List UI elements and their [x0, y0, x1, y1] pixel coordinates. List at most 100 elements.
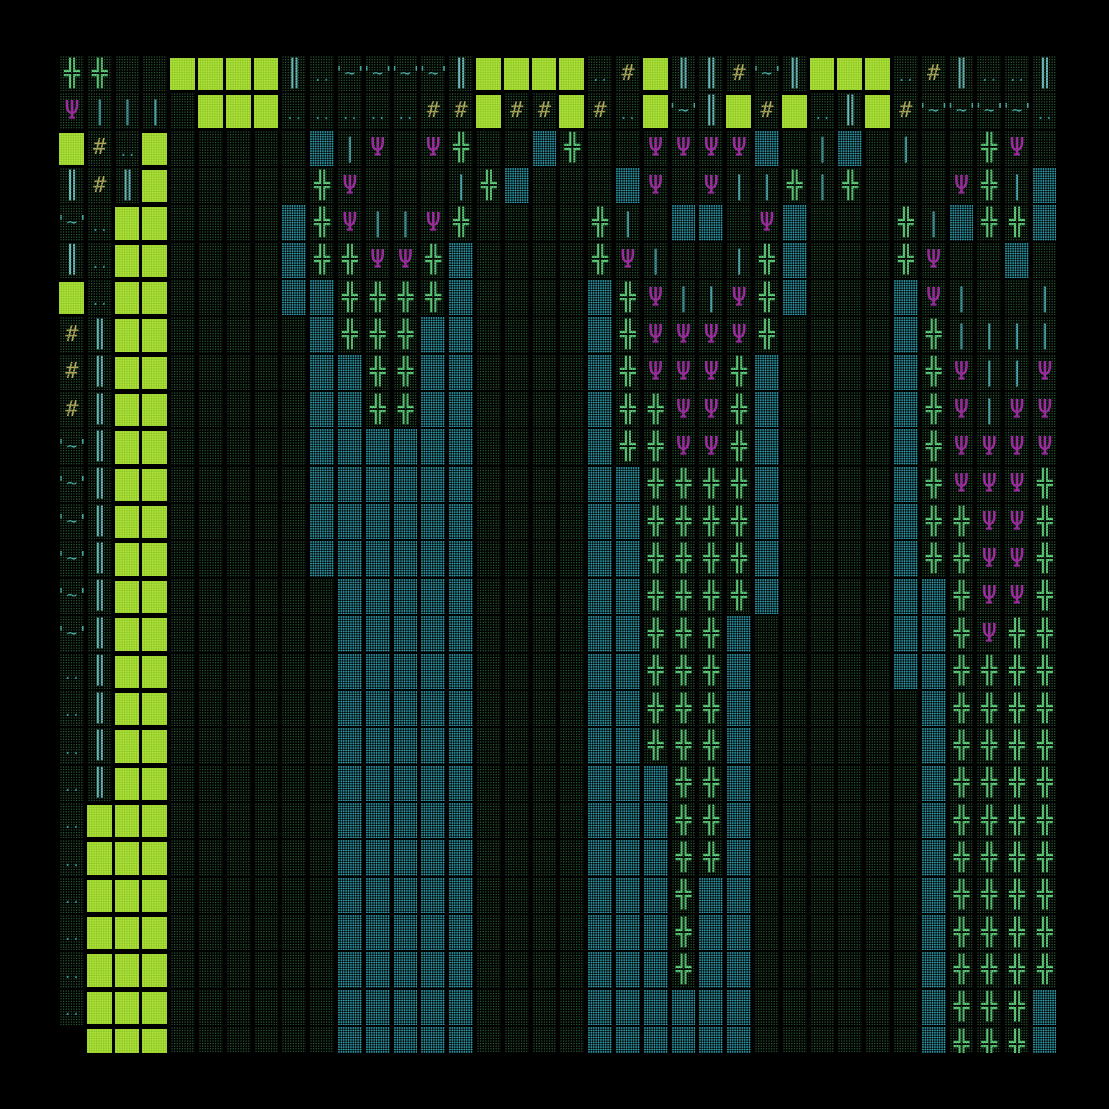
dark-moss-tile [781, 578, 809, 615]
dark-moss-tile [809, 316, 837, 354]
map-row: .. ╬ ╬ ╬ [58, 989, 1056, 1026]
wave-glyph: '~' [917, 92, 950, 130]
dark-moss-tile [503, 130, 531, 167]
tree-glyph: ╬ [981, 917, 998, 948]
dark-moss-tile [169, 615, 197, 652]
plant-glyph: Ψ [703, 133, 720, 164]
pipe-glyph: | [1009, 320, 1025, 351]
lime-grass-tile [141, 653, 169, 690]
tree-glyph: ╬ [948, 839, 976, 876]
tree-glyph: ╬ [948, 765, 976, 802]
plant-glyph: Ψ [981, 506, 998, 537]
teal-water-tile [920, 839, 948, 876]
dark-moss-tile [475, 877, 503, 914]
game-map[interactable]: ╬ ╬ ║.. '~' '~' '~' '~' ║.. # ║ ║ # '~' ║.. # ║.... ║ Ψ | |… [58, 55, 1056, 1053]
bar-glyph: ║ [91, 618, 108, 649]
dark-moss-tile [225, 765, 253, 802]
lime-grass-tile [114, 466, 142, 503]
dark-moss-tile [864, 466, 892, 503]
tree-glyph: ╬ [920, 428, 948, 466]
dark-moss-tile [836, 989, 864, 1026]
tree-glyph: ╬ [647, 656, 664, 687]
teal-water-tile [586, 503, 614, 540]
dots-glyph: .. [364, 92, 392, 130]
tree-glyph: ╬ [786, 170, 803, 201]
teal-water-tile [447, 1026, 475, 1053]
tree-glyph: ╬ [703, 842, 720, 873]
map-row: Ψ | | |.......... # # # # #.. '~' ║ #.. ║ # '~' '~' '~' '… [58, 92, 1056, 130]
dark-moss-tile [253, 167, 281, 204]
dark-moss-tile [809, 653, 837, 690]
tree-glyph: ╬ [1009, 730, 1025, 761]
pipe-glyph: | [814, 170, 831, 201]
tree-glyph: ╬ [336, 279, 364, 316]
dark-moss-tile [475, 727, 503, 764]
dark-moss-tile [280, 167, 308, 204]
lime-grass-tile [141, 540, 169, 577]
plant-glyph: Ψ [758, 208, 775, 239]
pipe-glyph: | [647, 245, 664, 276]
map-row: ║ # ║ ╬ Ψ | ╬ Ψ Ψ | | ╬ | ╬ Ψ ╬ | [58, 167, 1056, 204]
dark-moss-tile [558, 877, 586, 914]
tree-glyph: ╬ [642, 578, 670, 615]
wall-hash-glyph: # [426, 98, 440, 124]
dark-moss-tile [308, 951, 336, 988]
dots-glyph: .. [1036, 106, 1054, 123]
tree-glyph: ╬ [1003, 204, 1031, 242]
bar-glyph: ║ [64, 170, 80, 201]
tree-glyph: ╬ [481, 170, 497, 201]
dark-moss-tile [836, 578, 864, 615]
dark-moss-tile [836, 951, 864, 988]
tree-glyph: ╬ [453, 133, 469, 164]
dark-moss-tile [503, 839, 531, 876]
tree-glyph: ╬ [697, 615, 725, 652]
dark-moss-tile [864, 951, 892, 988]
teal-water-tile [364, 802, 392, 839]
tree-glyph: ╬ [1009, 917, 1025, 948]
tree-glyph: ╬ [725, 540, 753, 578]
dots-glyph: .. [63, 704, 81, 721]
teal-water-tile [336, 839, 364, 876]
tree-glyph: ╬ [1003, 1026, 1031, 1053]
tree-glyph: ╬ [64, 58, 80, 89]
dark-moss-tile [503, 503, 531, 540]
dark-moss-tile [558, 354, 586, 391]
dark-moss-tile [280, 391, 308, 428]
teal-water-tile [447, 503, 475, 540]
tree-glyph: ╬ [758, 245, 775, 276]
wall-hash-glyph: # [503, 92, 531, 130]
tree-glyph: ╬ [975, 167, 1003, 204]
plant-glyph: Ψ [1009, 544, 1025, 575]
dark-moss-tile [809, 354, 837, 391]
tree-glyph: ╬ [642, 391, 670, 428]
pipe-glyph: | [697, 279, 725, 316]
pipe-glyph: | [119, 96, 136, 127]
wall-hash-glyph: # [760, 98, 774, 124]
teal-water-tile [419, 503, 447, 540]
dark-moss-tile [308, 690, 336, 727]
wall-hash-glyph: # [926, 60, 941, 86]
teal-water-tile [419, 989, 447, 1026]
dark-moss-tile [809, 727, 837, 764]
teal-water-tile [697, 204, 725, 242]
lime-grass-tile [809, 55, 837, 92]
dark-moss-tile [670, 242, 698, 279]
wall-hash-glyph: # [447, 92, 475, 130]
pipe-glyph: | [897, 133, 914, 164]
pipe-glyph: | [447, 167, 475, 204]
dark-moss-tile [836, 765, 864, 802]
dark-moss-tile [503, 242, 531, 279]
dark-moss-tile [558, 391, 586, 428]
dark-moss-tile [753, 839, 781, 876]
teal-water-tile [447, 391, 475, 428]
tree-glyph: ╬ [670, 802, 698, 839]
teal-water-tile [642, 1026, 670, 1053]
teal-water-tile [1031, 989, 1056, 1026]
dark-moss-tile [308, 989, 336, 1026]
tree-glyph: ╬ [981, 730, 998, 761]
pipe-glyph: | [975, 316, 1003, 354]
tree-glyph: ╬ [620, 432, 636, 463]
teal-water-tile [364, 690, 392, 727]
dark-moss-tile [225, 802, 253, 839]
dark-moss-tile [280, 802, 308, 839]
